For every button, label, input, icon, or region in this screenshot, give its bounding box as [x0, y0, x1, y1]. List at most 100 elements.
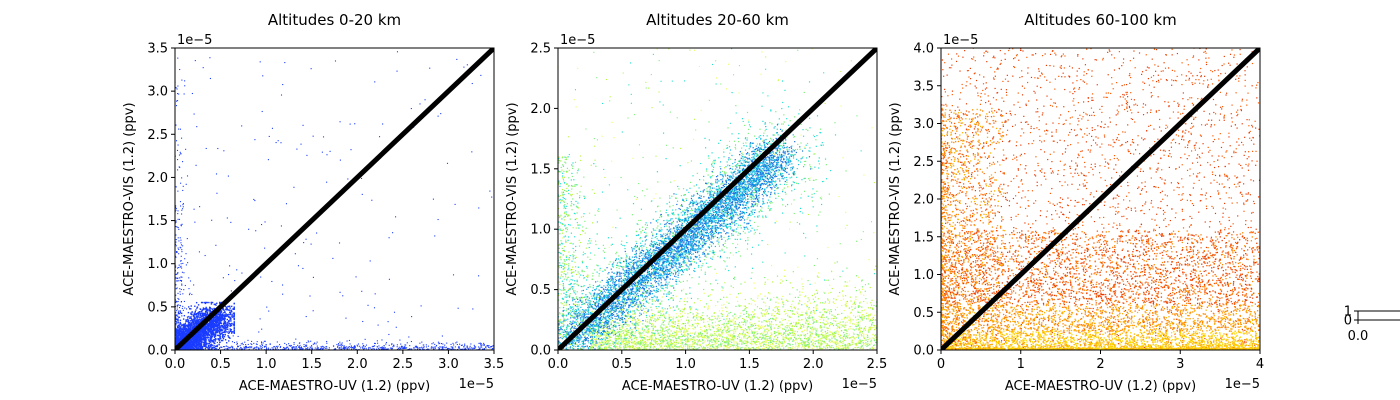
data-point [190, 305, 192, 307]
data-point [403, 346, 405, 348]
data-point [698, 334, 700, 336]
data-point [195, 309, 197, 311]
data-point [706, 345, 708, 347]
data-point [222, 334, 224, 337]
data-point [837, 333, 839, 335]
data-point [381, 339, 383, 341]
data-point [384, 347, 386, 349]
data-point [209, 77, 211, 80]
data-point [838, 348, 840, 350]
data-point [744, 340, 746, 342]
data-point [445, 346, 447, 348]
data-point [449, 348, 451, 350]
data-point [179, 279, 182, 281]
data-point [196, 319, 198, 322]
data-point [201, 312, 203, 315]
data-point [700, 318, 702, 320]
data-point [265, 345, 267, 347]
data-point [268, 135, 270, 137]
data-point [605, 335, 607, 337]
data-point [285, 344, 288, 346]
data-point [208, 346, 210, 348]
data-point [258, 348, 260, 350]
data-point [193, 345, 195, 347]
data-point [657, 319, 659, 321]
data-point [353, 347, 355, 349]
data-point [239, 345, 241, 347]
data-point [788, 347, 790, 349]
data-point [339, 346, 341, 349]
data-point [295, 338, 297, 340]
data-point [703, 348, 705, 350]
data-point [194, 346, 196, 348]
data-point [854, 307, 856, 309]
data-point [201, 313, 204, 316]
data-point [798, 342, 800, 344]
data-point [260, 341, 263, 343]
data-point [830, 310, 832, 313]
data-point [681, 343, 683, 345]
data-point [185, 328, 187, 330]
data-point [326, 340, 328, 343]
data-point [324, 347, 326, 349]
data-point [178, 264, 180, 266]
data-point [177, 85, 179, 87]
data-point [467, 348, 470, 350]
data-point [776, 338, 778, 340]
data-point [205, 147, 207, 150]
data-point [310, 347, 312, 349]
data-point [180, 244, 183, 246]
data-point [205, 315, 208, 318]
data-point [285, 203, 288, 205]
data-point [180, 337, 182, 339]
data-point [605, 327, 608, 330]
data-point [244, 341, 246, 343]
data-point [425, 346, 428, 348]
data-point [481, 346, 483, 348]
data-point [855, 290, 858, 292]
data-point [599, 345, 601, 347]
data-point [233, 348, 235, 350]
data-point [342, 346, 344, 348]
data-point [605, 347, 607, 349]
data-point [689, 307, 691, 309]
data-point [464, 347, 466, 349]
data-point [740, 348, 742, 350]
data-point [213, 346, 216, 349]
data-point [819, 302, 822, 304]
data-point [650, 334, 652, 337]
data-point [461, 344, 463, 346]
data-point [201, 332, 203, 334]
data-point [478, 275, 480, 277]
data-point [284, 348, 286, 350]
data-point [350, 346, 352, 349]
data-point [454, 203, 456, 205]
data-point [752, 335, 754, 337]
data-point [194, 305, 196, 307]
data-point [182, 333, 185, 335]
data-point [439, 348, 441, 350]
data-point [825, 279, 827, 281]
data-point [220, 322, 223, 325]
data-point [231, 331, 233, 333]
data-point [265, 344, 267, 346]
data-point [214, 319, 216, 321]
data-point [716, 329, 719, 331]
data-point [822, 302, 824, 304]
data-point [825, 311, 827, 314]
data-point [306, 342, 308, 344]
data-point [224, 305, 227, 308]
data-point [804, 344, 806, 347]
data-point [374, 293, 376, 295]
data-point [188, 277, 190, 279]
data-point [657, 343, 659, 345]
data-point [426, 348, 428, 350]
data-point [748, 329, 751, 331]
data-point [201, 319, 203, 322]
data-point [191, 293, 193, 296]
data-point [225, 308, 227, 310]
data-point [202, 308, 205, 310]
data-point [274, 347, 276, 349]
data-point [229, 346, 231, 348]
data-point [209, 331, 212, 333]
